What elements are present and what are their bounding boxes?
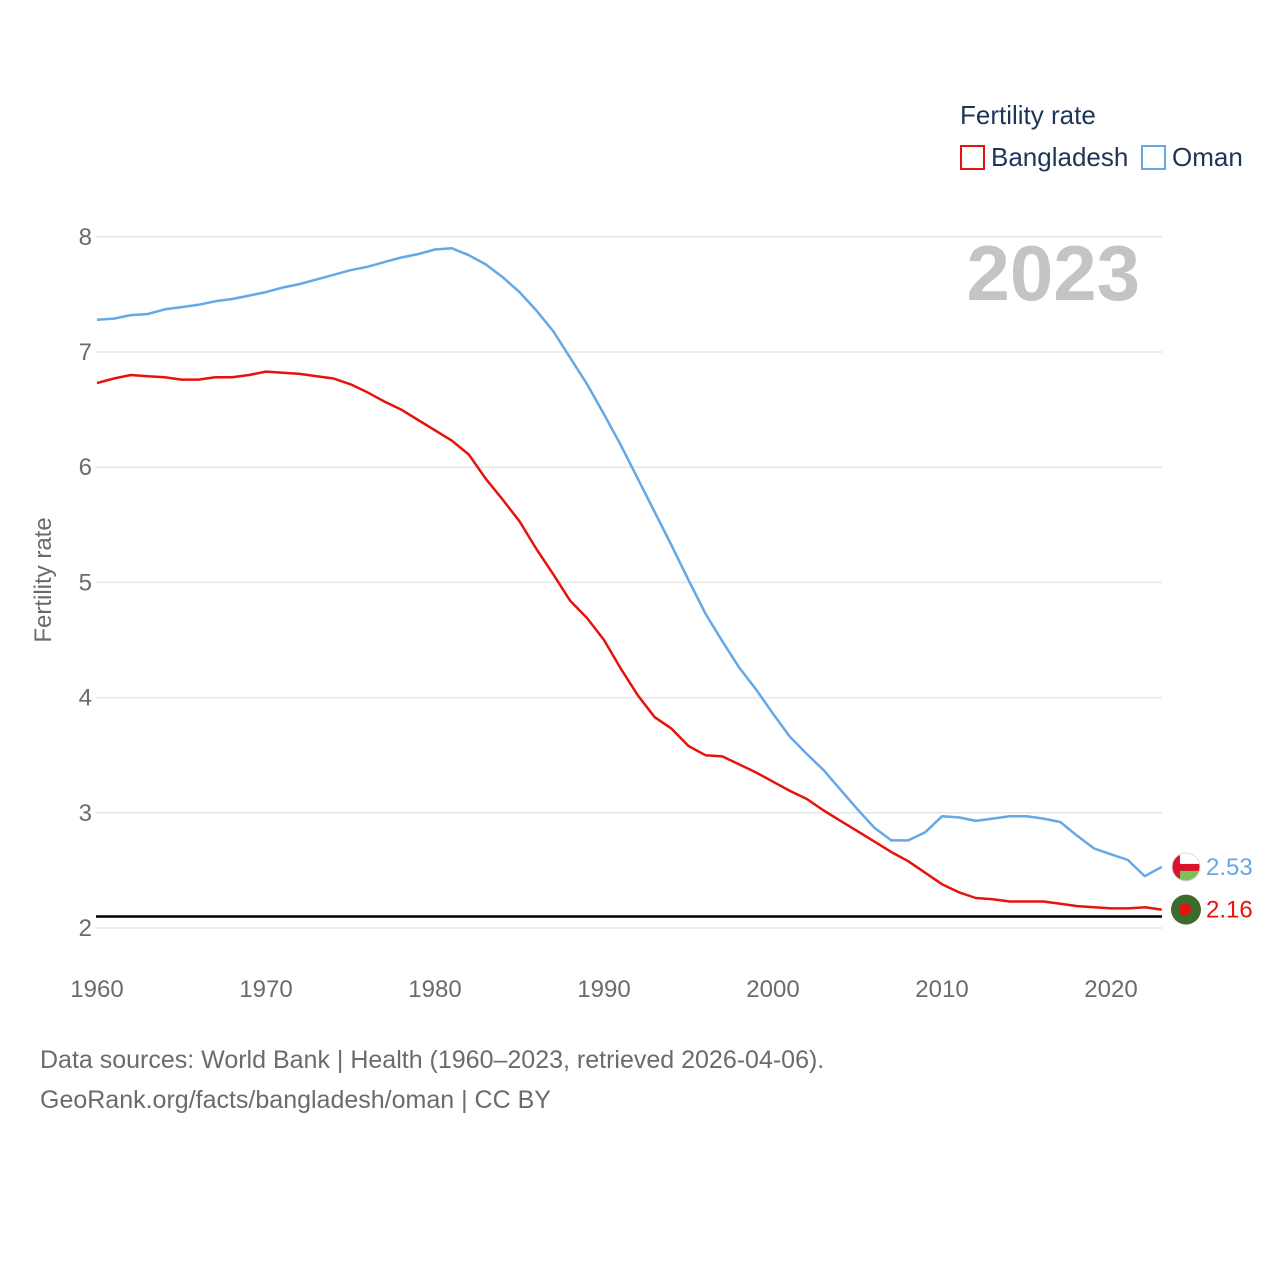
y-axis-ticks: 2 3 4 5 6 7 8 <box>79 224 92 942</box>
year-label: 2023 <box>966 229 1140 317</box>
y-tick-label-2: 2 <box>79 915 92 942</box>
legend-label-oman[interactable]: Oman <box>1172 142 1243 172</box>
source-link[interactable]: GeoRank.org/facts/bangladesh/oman | CC B… <box>40 1086 551 1114</box>
series-line-bangladesh[interactable] <box>96 370 1162 911</box>
x-tick-label-1980: 1980 <box>408 976 461 1003</box>
series-lines <box>96 247 1163 911</box>
oman-end-value: 2.53 <box>1206 854 1253 881</box>
y-tick-label-6: 6 <box>79 454 92 481</box>
legend-label-bangladesh[interactable]: Bangladesh <box>991 142 1128 172</box>
x-tick-label-1970: 1970 <box>239 976 292 1003</box>
legend-swatch-oman[interactable] <box>1141 145 1166 170</box>
footer: Data sources: World Bank | Health (1960–… <box>40 1040 824 1120</box>
x-tick-label-1960: 1960 <box>70 976 123 1003</box>
y-axis-title: Fertility rate <box>30 517 57 642</box>
x-tick-label-2000: 2000 <box>746 976 799 1003</box>
y-tick-label-7: 7 <box>79 339 92 366</box>
y-tick-label-5: 5 <box>79 569 92 596</box>
x-tick-label-1990: 1990 <box>577 976 630 1003</box>
bangladesh-end-value: 2.16 <box>1206 897 1253 924</box>
x-tick-label-2010: 2010 <box>915 976 968 1003</box>
series-line-oman[interactable] <box>96 247 1163 878</box>
legend: Fertility rate Bangladesh Oman <box>960 100 1243 172</box>
grid-lines <box>96 236 1162 929</box>
legend-swatch-bangladesh[interactable] <box>960 145 985 170</box>
x-tick-label-2020: 2020 <box>1084 976 1137 1003</box>
y-tick-label-4: 4 <box>79 685 92 712</box>
bangladesh-flag-icon <box>1171 894 1201 925</box>
y-tick-label-8: 8 <box>79 224 92 251</box>
oman-end-marker: 2.53 <box>1171 852 1253 882</box>
x-axis-ticks: 1960 1970 1980 1990 2000 2010 2020 <box>70 976 1137 1003</box>
data-source-text: Data sources: World Bank | Health (1960–… <box>40 1046 825 1074</box>
legend-title: Fertility rate <box>960 100 1096 130</box>
y-tick-label-3: 3 <box>79 800 92 827</box>
bangladesh-end-marker: 2.16 <box>1171 894 1253 925</box>
oman-flag-icon <box>1171 852 1201 882</box>
